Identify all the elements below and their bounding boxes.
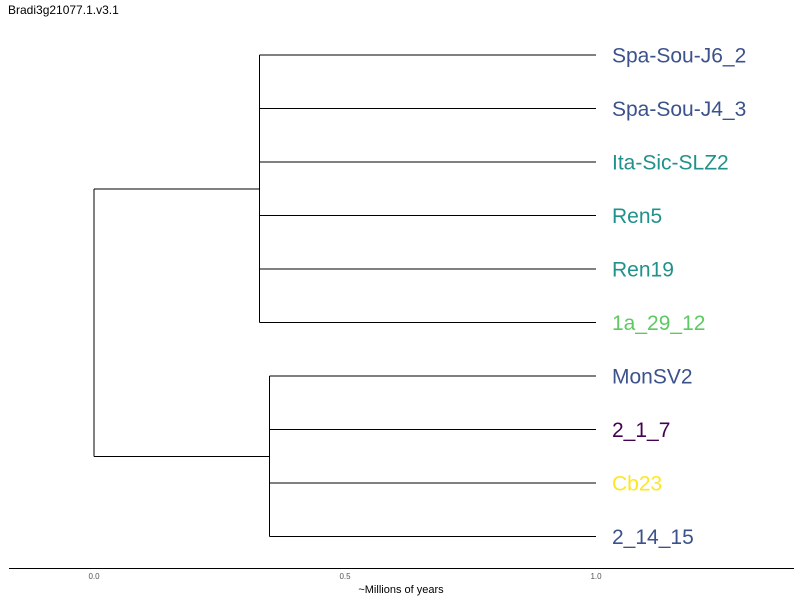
x-axis: 0.0 0.5 1.0 ~Millions of years xyxy=(9,568,794,596)
chart-title: Bradi3g21077.1.v3.1 xyxy=(8,3,119,17)
leaf-label: Ren5 xyxy=(612,205,662,228)
leaf-label: 1a_29_12 xyxy=(612,312,705,335)
leaf-labels: Spa-Sou-J6_2 Spa-Sou-J4_3 Ita-Sic-SLZ2 Ren5… xyxy=(612,45,746,550)
leaf-label: 2_14_15 xyxy=(612,526,694,549)
tick-label: 1.0 xyxy=(590,572,602,581)
x-axis-title: ~Millions of years xyxy=(358,584,444,596)
leaf-label: Spa-Sou-J4_3 xyxy=(612,98,746,121)
tick-label: 0.0 xyxy=(88,572,100,581)
leaf-label: 2_1_7 xyxy=(612,419,670,442)
x-axis-ticks: 0.0 0.5 1.0 xyxy=(88,572,602,581)
leaf-label: Ita-Sic-SLZ2 xyxy=(612,152,729,175)
tick-label: 0.5 xyxy=(339,572,351,581)
leaf-label: Spa-Sou-J6_2 xyxy=(612,45,746,68)
leaf-label: MonSV2 xyxy=(612,366,693,389)
leaf-label: Cb23 xyxy=(612,473,662,496)
tree-branches xyxy=(93,54,596,537)
leaf-label: Ren19 xyxy=(612,259,674,282)
